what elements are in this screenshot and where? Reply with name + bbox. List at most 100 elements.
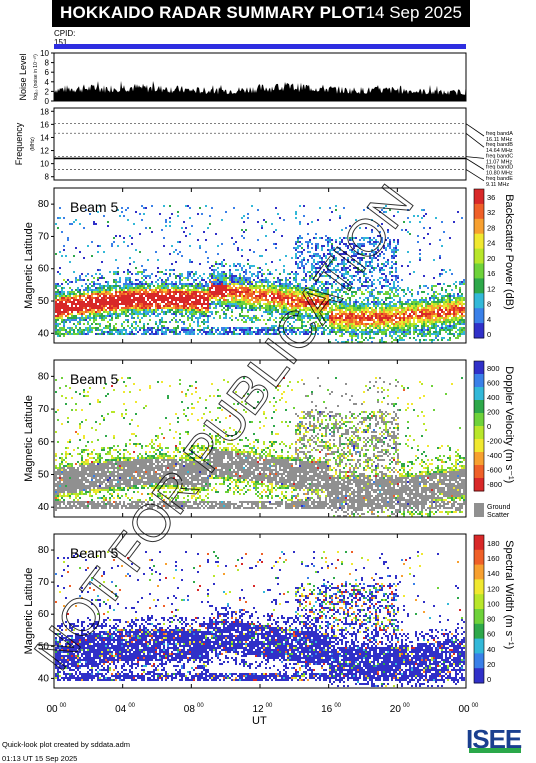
echo-cell <box>423 313 425 315</box>
echo-cell <box>413 319 415 321</box>
echo-cell <box>135 313 137 315</box>
echo-cell <box>277 213 279 215</box>
echo-cell <box>397 309 399 311</box>
echo-cell <box>423 285 425 287</box>
echo-cell <box>369 319 371 321</box>
echo-cell <box>343 267 345 269</box>
echo-cell <box>203 287 205 289</box>
echo-cell <box>323 313 325 315</box>
echo-cell <box>137 305 139 307</box>
echo-cell <box>95 327 97 329</box>
echo-cell <box>273 301 275 303</box>
echo-cell <box>229 295 231 297</box>
echo-cell <box>115 271 117 273</box>
echo-cell <box>167 299 169 301</box>
echo-cell <box>67 309 69 311</box>
echo-cell <box>175 299 177 301</box>
echo-cell <box>165 303 167 305</box>
echo-cell <box>307 317 309 319</box>
echo-cell <box>287 333 289 335</box>
echo-cell <box>257 291 259 293</box>
echo-cell <box>225 285 227 287</box>
echo-cell <box>323 333 325 335</box>
echo-cell <box>311 243 313 245</box>
echo-cell <box>453 311 455 313</box>
echo-cell <box>379 329 381 331</box>
echo-cell <box>265 309 267 311</box>
echo-cell <box>361 293 363 295</box>
echo-cell <box>123 293 125 295</box>
echo-cell <box>181 313 183 315</box>
echo-cell <box>345 317 347 319</box>
echo-cell <box>315 329 317 331</box>
echo-cell <box>395 325 397 327</box>
echo-cell <box>399 331 401 333</box>
echo-cell <box>439 273 441 275</box>
echo-cell <box>381 269 383 271</box>
echo-cell <box>379 277 381 279</box>
echo-cell <box>117 307 119 309</box>
echo-cell <box>211 283 213 285</box>
echo-cell <box>339 325 341 327</box>
echo-cell <box>161 295 163 297</box>
echo-cell <box>427 315 429 317</box>
echo-cell <box>375 309 377 311</box>
echo-cell <box>265 221 267 223</box>
echo-cell <box>317 299 319 301</box>
echo-cell <box>83 311 85 313</box>
echo-cell <box>283 219 285 221</box>
echo-cell <box>211 297 213 299</box>
echo-cell <box>245 315 247 317</box>
echo-cell <box>301 305 303 307</box>
echo-cell <box>201 279 203 281</box>
echo-cell <box>189 259 191 261</box>
echo-cell <box>355 275 357 277</box>
echo-cell <box>301 319 303 321</box>
echo-cell <box>401 279 403 281</box>
echo-cell <box>201 321 203 323</box>
echo-cell <box>405 333 407 335</box>
echo-cell <box>209 273 211 275</box>
echo-cell <box>443 295 445 297</box>
echo-cell <box>357 341 359 343</box>
echo-cell <box>165 295 167 297</box>
echo-cell <box>175 333 177 335</box>
echo-cell <box>393 275 395 277</box>
echo-cell <box>75 315 77 317</box>
echo-cell <box>443 337 445 339</box>
echo-cell <box>127 219 129 221</box>
echo-cell <box>101 293 103 295</box>
echo-cell <box>393 327 395 329</box>
echo-cell <box>207 327 209 329</box>
echo-cell <box>447 317 449 319</box>
echo-cell <box>59 327 61 329</box>
echo-cell <box>89 289 91 291</box>
echo-cell <box>165 291 167 293</box>
echo-cell <box>109 301 111 303</box>
echo-cell <box>61 329 63 331</box>
echo-cell <box>223 311 225 313</box>
echo-cell <box>137 325 139 327</box>
echo-cell <box>111 319 113 321</box>
echo-cell <box>427 311 429 313</box>
echo-cell <box>197 329 199 331</box>
echo-cell <box>307 245 309 247</box>
echo-cell <box>295 303 297 305</box>
echo-cell <box>243 299 245 301</box>
frequency-ytick-label: 8 <box>45 173 50 182</box>
echo-cell <box>201 305 203 307</box>
echo-cell <box>319 305 321 307</box>
echo-cell <box>355 267 357 269</box>
echo-cell <box>305 325 307 327</box>
echo-cell <box>165 331 167 333</box>
echo-cell <box>69 223 71 225</box>
echo-cell <box>109 331 111 333</box>
echo-cell <box>123 303 125 305</box>
echo-cell <box>217 327 219 329</box>
echo-cell <box>373 323 375 325</box>
echo-cell <box>201 315 203 317</box>
echo-cell <box>215 289 217 291</box>
echo-cell <box>141 313 143 315</box>
echo-cell <box>209 293 211 295</box>
echo-cell <box>419 303 421 305</box>
